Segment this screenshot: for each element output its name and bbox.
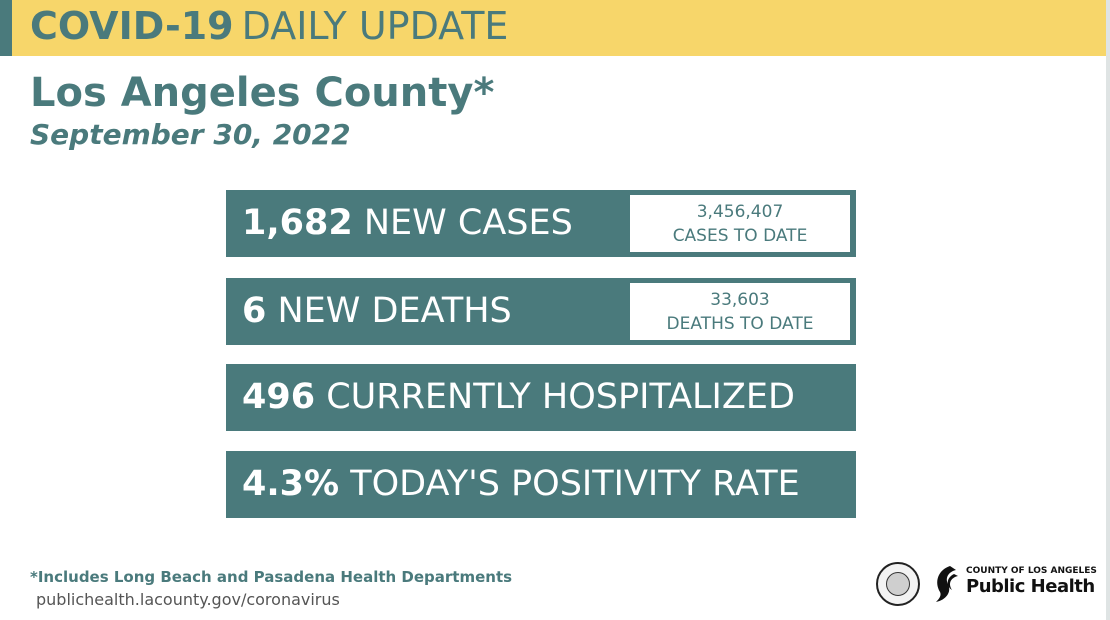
stat-to-date-label: DEATHS TO DATE xyxy=(666,314,814,334)
footnote: *Includes Long Beach and Pasadena Health… xyxy=(30,568,513,586)
stat-to-date-box: 33,603 DEATHS TO DATE xyxy=(630,283,850,340)
stat-new-cases: 1,682 NEW CASES 3,456,407 CASES TO DATE xyxy=(226,190,856,257)
stat-number: 6 xyxy=(242,291,267,331)
stat-number: 4.3% xyxy=(242,464,340,504)
header-title: COVID-19 DAILY UPDATE xyxy=(30,4,508,48)
stat-label: NEW DEATHS xyxy=(277,291,512,331)
stat-new-deaths: 6 NEW DEATHS 33,603 DEATHS TO DATE xyxy=(226,278,856,345)
stat-to-date-label: CASES TO DATE xyxy=(672,226,808,246)
stat-number: 1,682 xyxy=(242,203,353,243)
stat-main: 1,682 NEW CASES xyxy=(242,190,573,257)
county-seal-icon xyxy=(876,562,920,606)
stat-main: 496 CURRENTLY HOSPITALIZED xyxy=(242,364,795,431)
header-title-light: DAILY UPDATE xyxy=(241,4,509,48)
page-edge xyxy=(1106,0,1110,620)
public-health-mark-icon xyxy=(936,566,958,602)
public-health-logo: COUNTY OF LOS ANGELES Public Health xyxy=(932,562,1097,608)
stat-hospitalized: 496 CURRENTLY HOSPITALIZED xyxy=(226,364,856,431)
logo-county-text: COUNTY OF LOS ANGELES xyxy=(966,566,1097,576)
stat-label: NEW CASES xyxy=(363,203,573,243)
header-accent-bar xyxy=(0,0,12,56)
stat-label: CURRENTLY HOSPITALIZED xyxy=(326,377,795,417)
logo-public-health-text: Public Health xyxy=(966,576,1095,597)
stat-main: 6 NEW DEATHS xyxy=(242,278,512,345)
header-banner: COVID-19 DAILY UPDATE xyxy=(0,0,1106,56)
source-url[interactable]: publichealth.lacounty.gov/coronavirus xyxy=(36,590,340,609)
stat-label: TODAY'S POSITIVITY RATE xyxy=(350,464,800,504)
stat-positivity-rate: 4.3% TODAY'S POSITIVITY RATE xyxy=(226,451,856,518)
header-title-bold: COVID-19 xyxy=(30,4,234,48)
stat-to-date-value: 3,456,407 xyxy=(696,202,784,222)
stat-main: 4.3% TODAY'S POSITIVITY RATE xyxy=(242,451,800,518)
stat-to-date-box: 3,456,407 CASES TO DATE xyxy=(630,195,850,252)
county-title: Los Angeles County* xyxy=(30,70,495,116)
report-date: September 30, 2022 xyxy=(30,118,351,151)
stat-number: 496 xyxy=(242,377,316,417)
stat-to-date-value: 33,603 xyxy=(710,290,770,310)
seal-center xyxy=(886,572,910,596)
